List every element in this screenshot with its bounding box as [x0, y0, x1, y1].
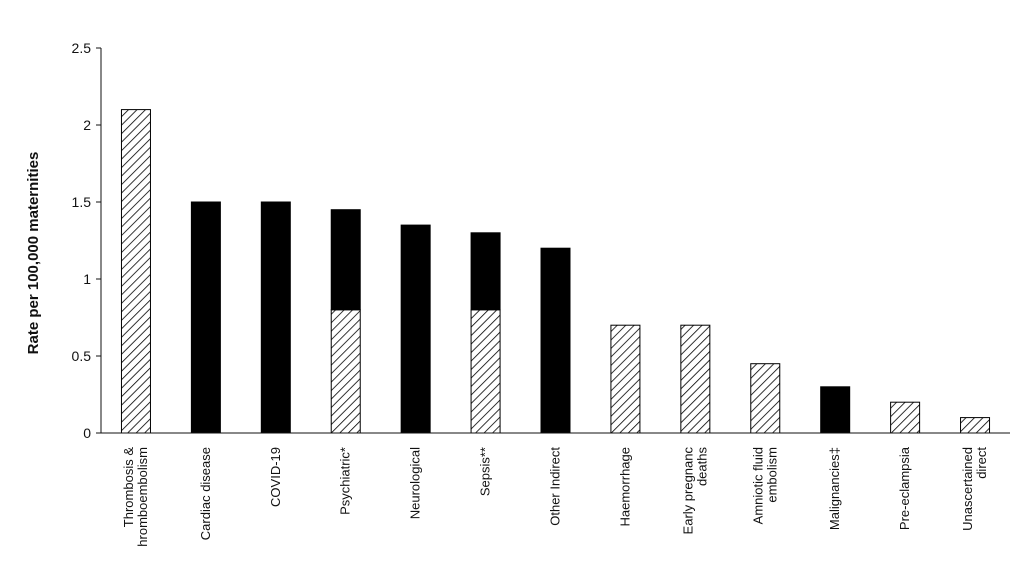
- x-tick-label: Pre-eclampsia: [897, 446, 912, 530]
- bars-group: [120, 109, 991, 434]
- y-tick-label: 2.5: [72, 40, 92, 56]
- y-tick-label: 1: [83, 271, 91, 287]
- x-tick-label: Psychiatric*: [338, 447, 353, 515]
- bar-hatched: [120, 109, 151, 434]
- bar-hatched: [330, 309, 361, 434]
- x-tick-label: Haemorrhage: [617, 447, 632, 527]
- bar-hatched: [750, 363, 781, 434]
- x-tick-label: Cardiac disease: [198, 447, 213, 540]
- y-axis-title: Rate per 100,000 maternities: [25, 152, 42, 355]
- bar-hatched: [470, 309, 501, 434]
- y-tick-label: 1.5: [72, 194, 92, 210]
- bar-solid: [190, 201, 221, 434]
- x-tick-label: Other Indirect: [548, 447, 563, 526]
- x-tick-label: Early pregnancdeaths: [680, 447, 709, 535]
- bar-hatched: [610, 324, 641, 434]
- bar-hatched: [960, 417, 991, 434]
- x-tick-label: Malignancies‡: [827, 447, 842, 530]
- y-tick-label: 2: [83, 117, 91, 133]
- bar-solid: [400, 224, 431, 434]
- x-axis: Thrombosis &hromboembolism Cardiac diseas…: [101, 432, 1010, 547]
- bar-solid: [330, 209, 361, 311]
- bar-solid: [540, 247, 571, 434]
- bar-solid: [260, 201, 291, 434]
- x-tick-label: Amniotic fluidembolism: [750, 447, 779, 524]
- y-axis: 0 0.5 1 1.5 2 2.5: [72, 40, 102, 441]
- bar-solid: [470, 232, 501, 311]
- y-tick-label: 0: [83, 425, 91, 441]
- bar-hatched: [680, 324, 711, 434]
- bar-hatched: [890, 401, 921, 434]
- x-tick-label: Unascertaineddirect: [960, 447, 989, 531]
- bar-solid: [820, 386, 851, 434]
- x-tick-label: COVID-19: [268, 447, 283, 507]
- x-tick-label: Thrombosis &hromboembolism: [121, 447, 150, 547]
- x-tick-label: Sepsis**: [478, 447, 493, 496]
- y-tick-label: 0.5: [72, 348, 92, 364]
- x-tick-label: Neurological: [408, 447, 423, 519]
